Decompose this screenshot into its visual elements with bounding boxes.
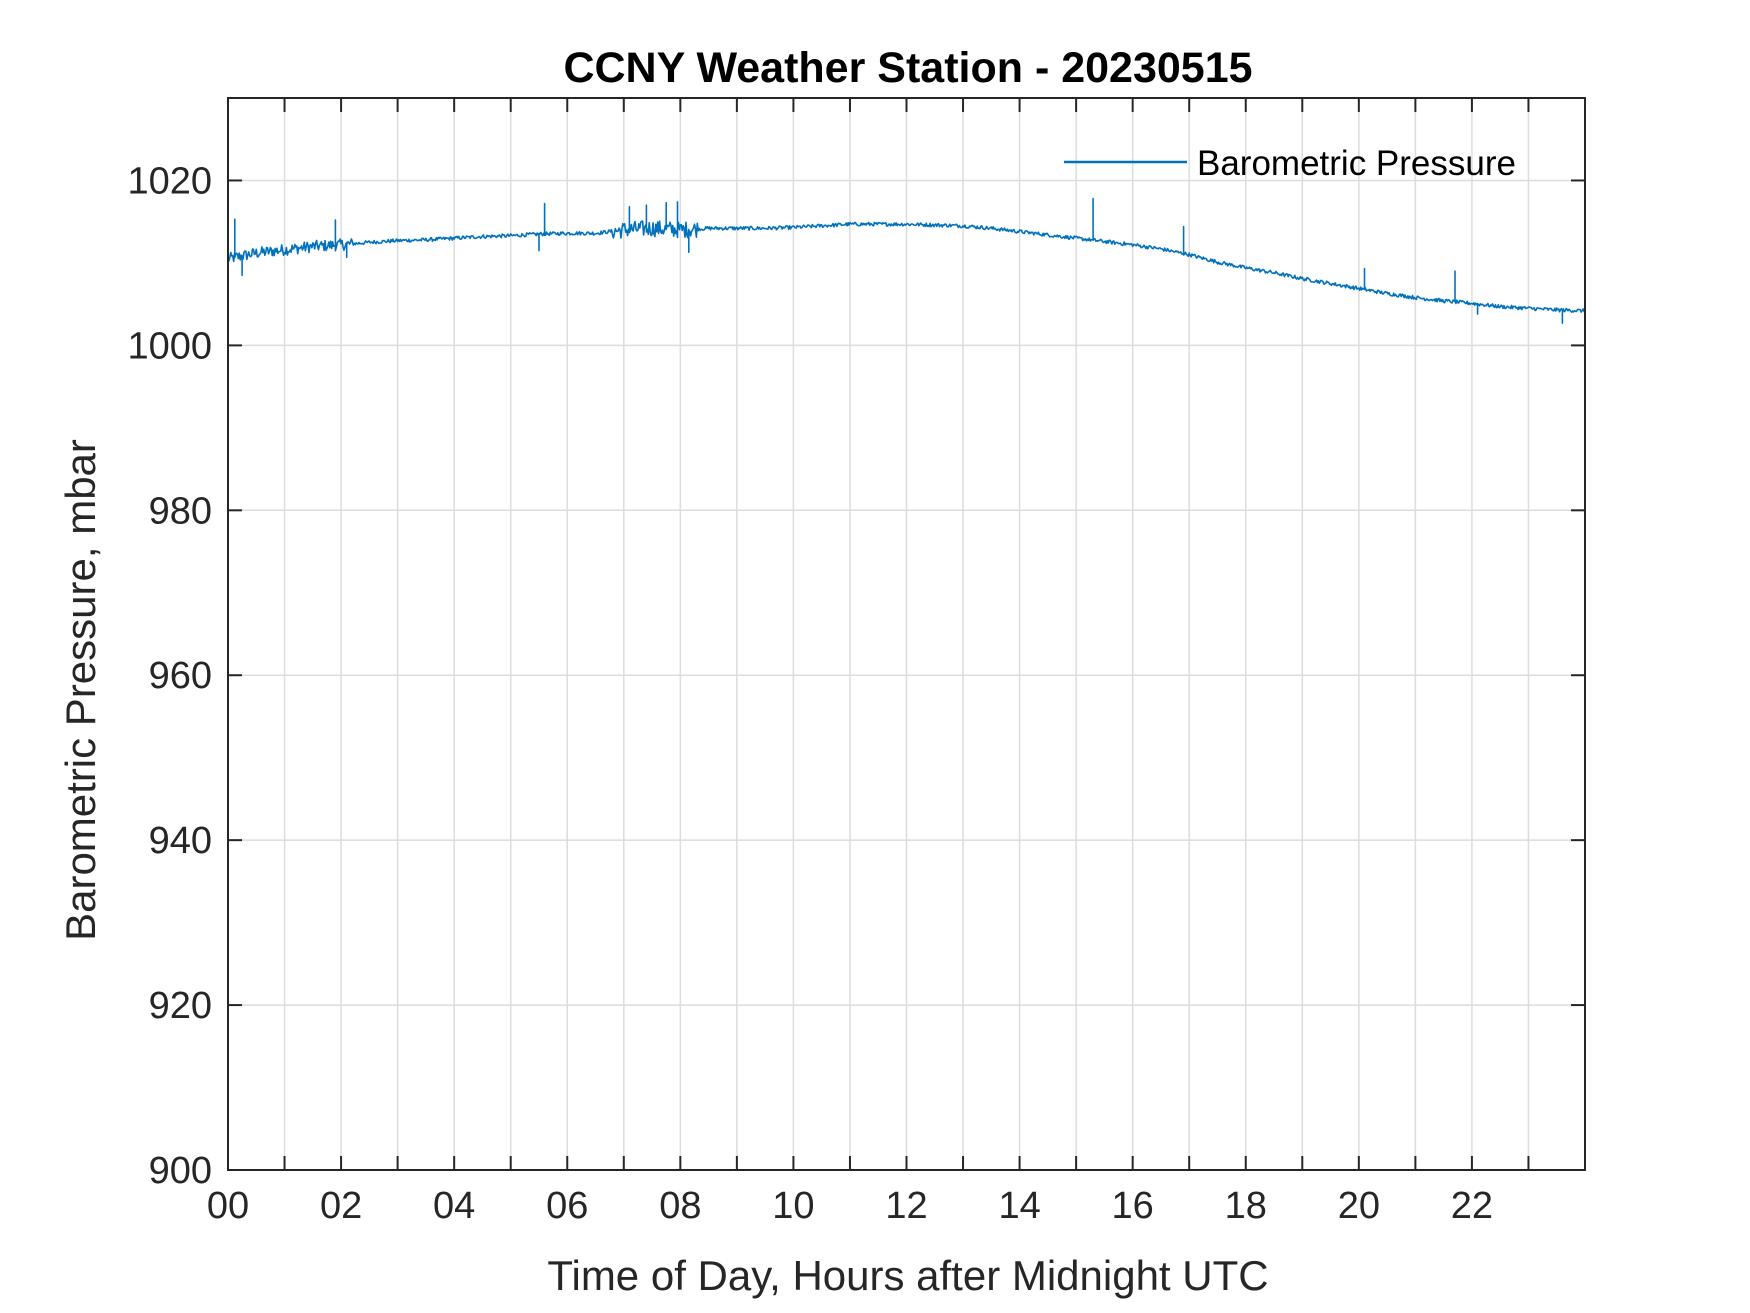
x-tick-label: 04 xyxy=(433,1185,475,1227)
x-tick-label: 18 xyxy=(1225,1185,1267,1227)
x-axis-label: Time of Day, Hours after Midnight UTC xyxy=(547,1252,1268,1299)
tick-labels: 00 02 04 06 08 10 12 14 16 18 20 22 900 920 940 960 980 1… xyxy=(127,160,1493,1227)
x-tick-label: 06 xyxy=(546,1185,588,1227)
y-tick-label: 940 xyxy=(149,820,212,862)
x-tick-label: 08 xyxy=(659,1185,701,1227)
x-tick-label: 02 xyxy=(320,1185,362,1227)
y-axis-label: Barometric Pressure, mbar xyxy=(57,439,104,941)
x-tick-label: 16 xyxy=(1112,1185,1154,1227)
x-tick-label: 00 xyxy=(207,1185,249,1227)
series-line-barometric-pressure xyxy=(227,197,1586,324)
axes xyxy=(227,97,1586,1171)
y-tick-label: 1000 xyxy=(127,325,212,367)
legend-label-barometric-pressure: Barometric Pressure xyxy=(1197,144,1516,183)
series-layer xyxy=(227,197,1586,324)
y-tick-label: 980 xyxy=(149,490,212,532)
legend: Barometric Pressure xyxy=(1064,144,1516,183)
y-tick-label: 960 xyxy=(149,655,212,697)
y-tick-label: 900 xyxy=(149,1150,212,1192)
y-tick-label: 920 xyxy=(149,985,212,1027)
x-tick-label: 12 xyxy=(885,1185,927,1227)
chart-title: CCNY Weather Station - 20230515 xyxy=(563,44,1252,92)
y-tick-label: 1020 xyxy=(127,160,212,202)
x-tick-label: 22 xyxy=(1451,1185,1493,1227)
x-tick-label: 20 xyxy=(1338,1185,1380,1227)
x-tick-label: 14 xyxy=(998,1185,1040,1227)
grid xyxy=(228,98,1585,1170)
x-tick-label: 10 xyxy=(772,1185,814,1227)
